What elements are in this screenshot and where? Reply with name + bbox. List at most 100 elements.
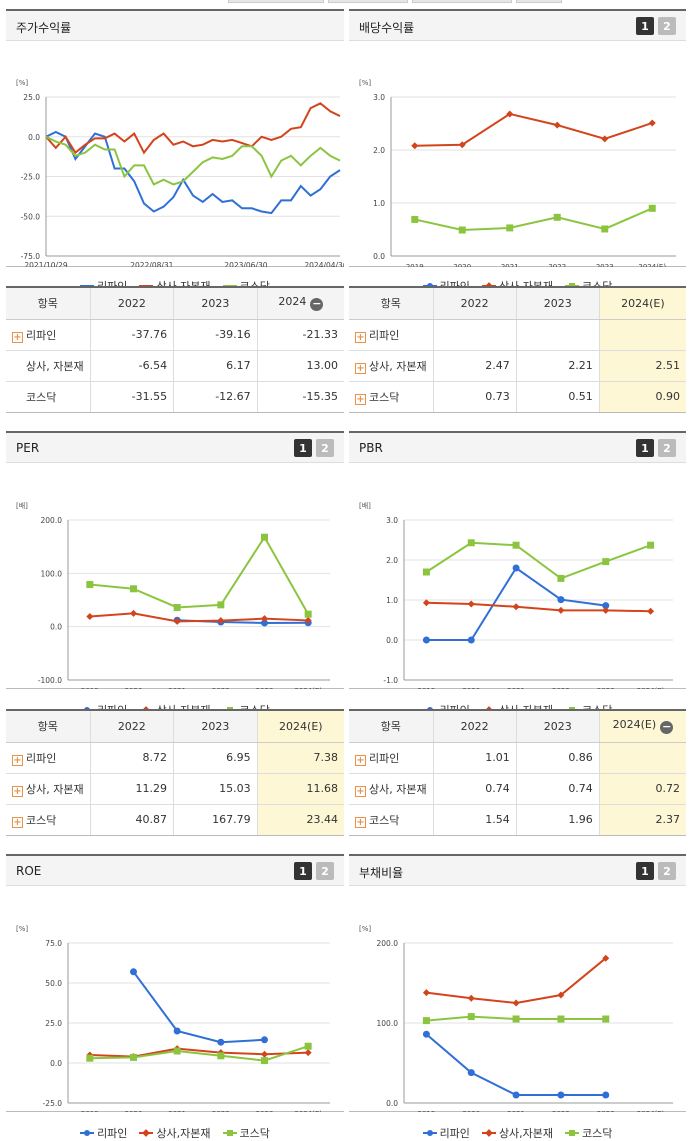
value-cell: 0.74 xyxy=(515,773,600,805)
data-point xyxy=(557,606,565,614)
legend-item[interactable]: 리파인 xyxy=(422,1125,470,1141)
legend-item[interactable]: 코스닥 xyxy=(565,1125,612,1141)
value-cell: 167.79 xyxy=(173,804,258,835)
data-point xyxy=(512,541,520,549)
data-point xyxy=(86,1054,94,1062)
value-cell: 2.51 xyxy=(598,350,686,382)
table-row: + 코스닥 1.54 1.96 2.37 xyxy=(349,804,686,835)
value-cell: 1.96 xyxy=(515,804,600,835)
legend-item[interactable]: 상사,자본재 xyxy=(139,1125,211,1141)
data-point xyxy=(130,1053,137,1061)
expand-icon[interactable]: + xyxy=(355,393,366,405)
data-point xyxy=(304,616,312,624)
value-cell: 0.90 xyxy=(598,381,686,412)
data-point xyxy=(467,1013,475,1021)
table-row: 코스닥 -31.55 -12.67 -15.35 xyxy=(6,381,344,412)
tab-2[interactable]: 2 xyxy=(658,439,676,457)
expand-icon[interactable]: + xyxy=(12,754,23,766)
chart-header: ROE 1 2 xyxy=(6,856,344,886)
y-tick-label: 200.0 xyxy=(377,939,399,948)
series-line xyxy=(89,1047,309,1058)
expand-icon[interactable]: + xyxy=(355,785,366,797)
dividend-yield-table: 항목 2022 2023 2024(E) + 리파인 + 상사, 자본재 2.47 2.21 2.5… xyxy=(349,286,686,413)
value-cell xyxy=(432,319,517,351)
tab-2[interactable]: 2 xyxy=(316,862,334,880)
data-point xyxy=(602,558,610,566)
per-chart: PER 1 2 [배] 200.0 100.0 0.0 -100.0 2019 2020 20… xyxy=(6,431,344,717)
legend-label: 상사,자본재 xyxy=(498,1127,554,1140)
row-label-cell: + 상사, 자본재 xyxy=(349,350,434,382)
x-tick-label: 2021/10/29 xyxy=(24,261,67,267)
expand-icon[interactable]: + xyxy=(12,331,23,343)
data-point xyxy=(261,619,268,627)
row-label: 코스닥 xyxy=(26,390,57,404)
y-tick-label: 75.0 xyxy=(45,939,62,948)
expand-icon[interactable]: + xyxy=(355,816,366,828)
header-label: 2022 xyxy=(460,296,489,310)
value-cell: 6.17 xyxy=(173,350,258,382)
value-cell: 1.01 xyxy=(432,742,517,774)
table-row: + 코스닥 0.73 0.51 0.90 xyxy=(349,381,686,412)
value-cell: 6.95 xyxy=(173,742,258,774)
x-tick-label: 2024(E) xyxy=(638,263,666,267)
expand-icon[interactable]: + xyxy=(355,362,366,374)
header-label: 2023 xyxy=(543,719,572,733)
row-label-cell: + 리파인 xyxy=(6,319,91,351)
collapse-icon[interactable]: − xyxy=(310,297,324,312)
y-tick-label: 100.0 xyxy=(377,1019,399,1028)
row-label-cell: + 코스닥 xyxy=(349,381,433,412)
chart-title: 주가수익률 xyxy=(16,21,72,35)
legend-item[interactable]: 코스닥 xyxy=(222,1125,270,1141)
tab-2[interactable]: 2 xyxy=(658,862,676,880)
legend-swatch xyxy=(422,1129,437,1137)
expand-icon[interactable]: + xyxy=(355,331,366,343)
value-cell: -12.67 xyxy=(173,381,258,412)
table-row: + 리파인 -37.76 -39.16 -21.33 xyxy=(6,319,344,351)
series-line xyxy=(414,207,653,232)
y-unit-label: [%] xyxy=(16,79,28,87)
row-label-cell: + 상사, 자본재 xyxy=(6,773,91,805)
y-tick-label: 1.0 xyxy=(373,199,385,208)
data-point xyxy=(506,224,514,232)
column-header: 항목 xyxy=(349,288,434,320)
tab-1[interactable]: 1 xyxy=(294,862,312,880)
row-label-cell: + 리파인 xyxy=(349,742,434,774)
data-point xyxy=(648,204,656,212)
series-line xyxy=(45,102,341,155)
x-tick-label: 2019 xyxy=(81,1110,99,1112)
tab-1[interactable]: 1 xyxy=(636,862,654,880)
pbr-table: 항목 2022 2023 2024(E) − + 리파인 1.01 0.86 + 상사, 자본재 0.… xyxy=(349,709,686,836)
x-tick-label: 2024(E) xyxy=(294,687,322,689)
legend-swatch xyxy=(222,1129,237,1137)
y-tick-label: -75.0 xyxy=(21,252,41,261)
data-point xyxy=(422,636,430,644)
tab-1[interactable]: 1 xyxy=(636,17,654,35)
tab-2[interactable]: 2 xyxy=(658,17,676,35)
x-tick-label: 2022 xyxy=(212,1110,230,1112)
tab-2[interactable]: 2 xyxy=(316,439,334,457)
expand-icon[interactable]: + xyxy=(12,816,23,828)
x-tick-label: 2021 xyxy=(507,1110,525,1112)
legend-item[interactable]: 상사,자본재 xyxy=(481,1125,554,1141)
legend: 리파인 상사,자본재 코스닥 xyxy=(349,1125,686,1141)
row-label-cell: + 코스닥 xyxy=(6,804,90,835)
x-tick-label: 2021 xyxy=(501,263,519,267)
legend-item[interactable]: 리파인 xyxy=(80,1125,127,1141)
y-tick-label: 200.0 xyxy=(41,516,63,525)
tab-1[interactable]: 1 xyxy=(294,439,312,457)
x-tick-label: 2020 xyxy=(462,1110,480,1112)
tab-1[interactable]: 1 xyxy=(636,439,654,457)
column-header: 항목 xyxy=(6,711,91,743)
expand-icon[interactable]: + xyxy=(355,754,366,766)
chart-title: 배당수익률 xyxy=(359,21,415,35)
data-point xyxy=(304,1042,312,1050)
period-tabs: 1 2 xyxy=(636,17,676,35)
table-row: + 상사, 자본재 0.74 0.74 0.72 xyxy=(349,773,686,805)
collapse-icon[interactable]: − xyxy=(660,720,674,735)
table-row: + 코스닥 40.87 167.79 23.44 xyxy=(6,804,344,835)
data-point xyxy=(467,994,475,1002)
data-point xyxy=(602,1091,610,1099)
expand-icon[interactable]: + xyxy=(12,785,23,797)
data-point xyxy=(557,1091,565,1099)
